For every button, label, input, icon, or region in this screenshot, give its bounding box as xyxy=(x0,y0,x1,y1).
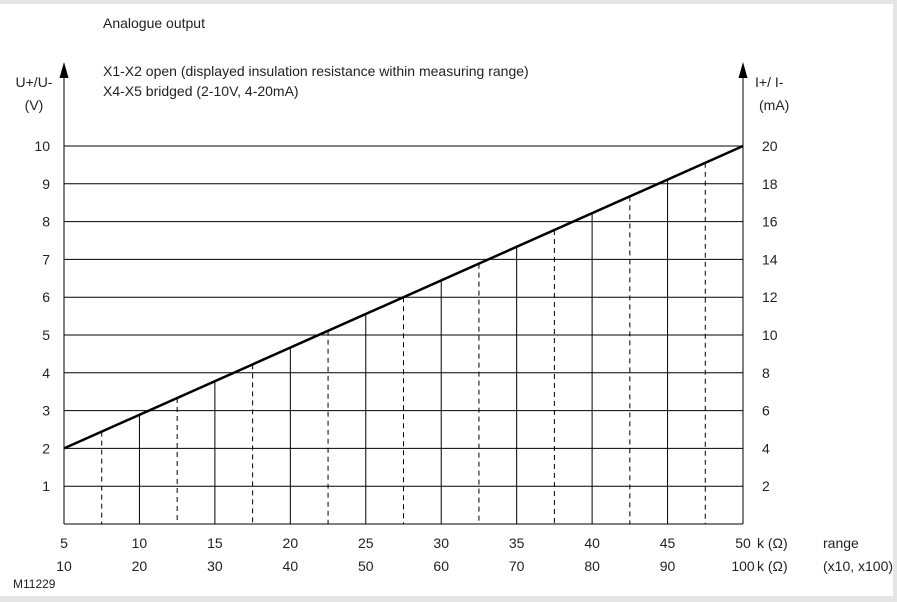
left-y-tick-label: 3 xyxy=(42,403,50,419)
left-y-tick-label: 10 xyxy=(34,138,50,154)
note-line-1: X1-X2 open (displayed insulation resista… xyxy=(103,63,529,79)
x-tick-label-row-2: 40 xyxy=(283,558,299,574)
axes-layer xyxy=(59,62,748,525)
x-tick-label-row-1: 40 xyxy=(584,535,600,551)
x-tick-label-row-1: 30 xyxy=(433,535,449,551)
x-tick-label-row-2: 60 xyxy=(433,558,449,574)
right-y-tick-label: 16 xyxy=(762,214,778,230)
x-tick-label-row-2: 30 xyxy=(207,558,223,574)
right-y-axis-unit: (mA) xyxy=(759,97,789,113)
x-tick-label-row-1: 10 xyxy=(132,535,148,551)
chart-panel: Analogue output X1-X2 open (displayed in… xyxy=(0,4,893,596)
x-tick-label-row-1: 25 xyxy=(358,535,374,551)
x-tick-label-row-2: 90 xyxy=(660,558,676,574)
right-y-tick-label: 14 xyxy=(762,251,778,267)
x-tick-label-row-1: 15 xyxy=(207,535,223,551)
right-y-tick-label: 18 xyxy=(762,176,778,192)
right-y-tick-label: 8 xyxy=(762,365,770,381)
left-y-axis-arrow xyxy=(59,62,69,78)
x-tick-label-row-1: 5 xyxy=(60,535,68,551)
left-y-axis-unit: (V) xyxy=(25,97,44,113)
x-range-label-1: range xyxy=(823,535,859,551)
right-y-tick-label: 10 xyxy=(762,327,778,343)
x-tick-label-row-1: 45 xyxy=(660,535,676,551)
vertical-markers-layer xyxy=(101,162,706,524)
left-y-axis-label: U+/U- xyxy=(16,74,53,90)
chart-title: Analogue output xyxy=(103,15,205,31)
left-y-tick-label: 7 xyxy=(42,251,50,267)
left-y-tick-label: 2 xyxy=(42,440,50,456)
x-tick-label-row-2: 50 xyxy=(358,558,374,574)
series-line xyxy=(63,144,744,450)
x-tick-label-row-2: 70 xyxy=(509,558,525,574)
right-y-axis-label: I+/ I- xyxy=(755,74,784,90)
right-y-tick-label: 4 xyxy=(762,440,770,456)
right-y-tick-label: 6 xyxy=(762,403,770,419)
right-y-tick-label: 12 xyxy=(762,289,778,305)
left-y-tick-label: 5 xyxy=(42,327,50,343)
x-unit-label-1: k (Ω) xyxy=(757,535,788,551)
analogue-output-chart: Analogue output X1-X2 open (displayed in… xyxy=(13,15,893,591)
x-tick-label-row-1: 35 xyxy=(509,535,525,551)
x-tick-label-row-1: 50 xyxy=(735,535,751,551)
x-unit-label-2: k (Ω) xyxy=(757,558,788,574)
right-y-tick-label: 2 xyxy=(762,478,770,494)
series-layer xyxy=(63,144,744,450)
left-y-tick-label: 6 xyxy=(42,289,50,305)
right-y-tick-label: 20 xyxy=(762,138,778,154)
left-y-tick-label: 9 xyxy=(42,176,50,192)
left-y-tick-label: 4 xyxy=(42,365,50,381)
x-tick-label-row-2: 80 xyxy=(584,558,600,574)
x-tick-label-row-1: 20 xyxy=(283,535,299,551)
x-tick-label-row-2: 20 xyxy=(132,558,148,574)
x-tick-label-row-2: 10 xyxy=(56,558,72,574)
left-y-tick-label: 8 xyxy=(42,214,50,230)
figure-id: M11229 xyxy=(13,577,56,591)
right-y-axis-arrow xyxy=(738,62,748,78)
x-range-label-2: (x10, x100) xyxy=(823,558,893,574)
x-tick-label-row-2: 100 xyxy=(731,558,755,574)
left-y-tick-label: 1 xyxy=(42,478,50,494)
note-line-2: X4-X5 bridged (2-10V, 4-20mA) xyxy=(103,83,299,99)
